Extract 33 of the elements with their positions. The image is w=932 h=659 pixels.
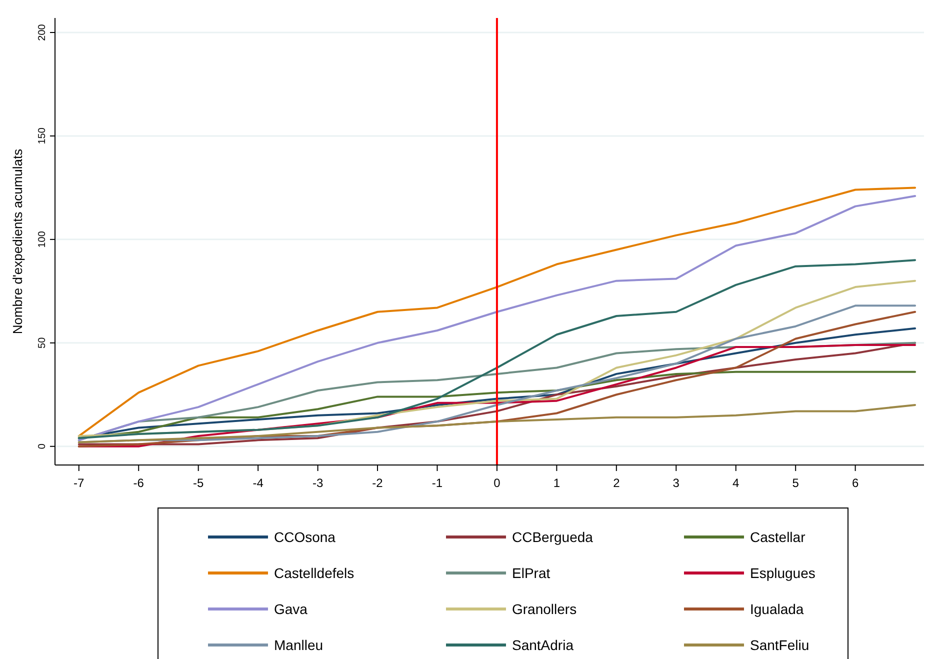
x-tick-label: 1 [553,476,560,490]
legend-label: Castellar [750,529,806,545]
x-tick-label: 5 [792,476,800,490]
y-tick-label: 150 [37,127,48,144]
legend-label: Castelldefels [274,565,354,581]
x-tick-label: -4 [252,476,264,490]
legend-label: CCBergueda [512,529,594,545]
legend-label: Igualada [750,601,804,617]
legend-label: CCOsona [274,529,336,545]
x-tick-label: 6 [852,476,859,490]
legend-label: Esplugues [750,565,816,581]
x-tick-label: -6 [133,476,144,490]
legend-label: Granollers [512,601,577,617]
legend-label: SantAdria [512,637,574,653]
x-tick-label: -7 [74,476,85,490]
y-tick-label: 100 [37,230,48,248]
legend-label: SantFeliu [750,637,810,653]
x-tick-label: 2 [613,476,620,490]
x-tick-label: -2 [372,476,384,490]
x-tick-label: -5 [193,476,204,490]
legend-label: ElPrat [512,565,550,581]
x-tick-label: -1 [432,476,443,490]
x-tick-label: 3 [672,476,680,490]
y-tick-label: 0 [37,443,48,450]
y-tick-label: 200 [37,24,48,41]
y-tick-label: 50 [37,336,48,348]
x-tick-label: 0 [494,476,501,490]
x-tick-label: 4 [732,476,740,490]
legend-label: Gava [274,601,308,617]
legend-label: Manlleu [274,637,324,653]
line-series [78,404,916,444]
y-axis-title: Nombre d'expedients acumulats [10,148,25,334]
x-tick-label: -3 [312,476,324,490]
